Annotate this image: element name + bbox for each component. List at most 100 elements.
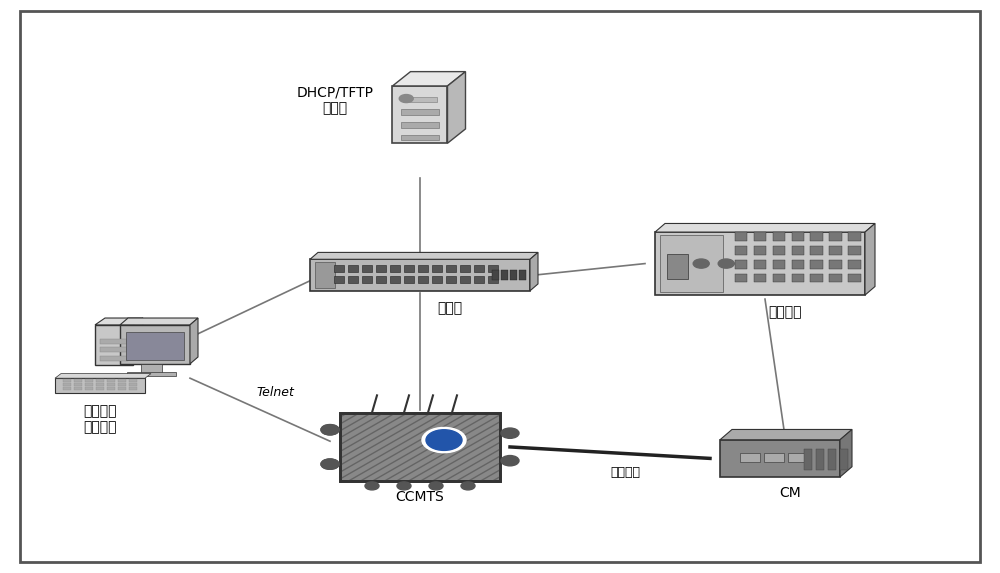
Polygon shape xyxy=(55,374,151,378)
Bar xyxy=(129,379,137,382)
Bar xyxy=(401,122,439,128)
Bar xyxy=(96,387,104,390)
Polygon shape xyxy=(865,223,875,295)
Circle shape xyxy=(321,459,339,469)
Circle shape xyxy=(365,482,379,490)
Bar xyxy=(519,270,526,280)
Bar xyxy=(100,339,128,344)
Bar xyxy=(754,260,766,269)
Bar xyxy=(74,379,82,382)
Bar xyxy=(773,232,785,241)
Bar xyxy=(85,383,93,386)
Circle shape xyxy=(321,425,339,435)
Bar xyxy=(848,260,861,269)
Circle shape xyxy=(397,482,411,490)
Bar xyxy=(655,232,865,295)
Bar xyxy=(362,265,372,272)
Text: 交换机: 交换机 xyxy=(437,301,463,315)
Bar xyxy=(334,265,344,272)
Bar xyxy=(120,325,190,364)
Bar xyxy=(848,274,861,282)
Bar xyxy=(432,265,442,272)
Bar xyxy=(848,246,861,255)
Bar xyxy=(118,379,126,382)
Bar xyxy=(810,246,823,255)
Circle shape xyxy=(461,482,475,490)
Bar xyxy=(418,276,428,283)
Polygon shape xyxy=(655,223,875,232)
Bar xyxy=(816,449,824,469)
Bar xyxy=(735,274,747,282)
Circle shape xyxy=(501,428,519,438)
Bar xyxy=(667,254,688,279)
Text: 自动化测
试服务器: 自动化测 试服务器 xyxy=(83,404,117,434)
Bar xyxy=(792,274,804,282)
Bar xyxy=(754,232,766,241)
Circle shape xyxy=(422,427,466,453)
Circle shape xyxy=(426,430,462,450)
Bar xyxy=(474,276,484,283)
Polygon shape xyxy=(530,252,538,291)
Bar xyxy=(460,276,470,283)
Bar xyxy=(792,260,804,269)
Bar xyxy=(310,259,530,291)
Bar xyxy=(96,379,104,382)
Bar xyxy=(810,232,823,241)
Bar xyxy=(735,260,747,269)
Text: CCMTS: CCMTS xyxy=(396,490,444,504)
Bar xyxy=(401,135,439,140)
Bar xyxy=(735,246,747,255)
Bar xyxy=(492,270,499,280)
Circle shape xyxy=(693,259,709,268)
Circle shape xyxy=(321,425,339,435)
Polygon shape xyxy=(448,72,466,143)
Bar xyxy=(63,387,71,390)
Polygon shape xyxy=(392,72,466,86)
Bar xyxy=(810,274,823,282)
Bar xyxy=(792,232,804,241)
Bar xyxy=(63,383,71,386)
Bar xyxy=(348,276,358,283)
Bar xyxy=(362,276,372,283)
Text: 同轴电缆: 同轴电缆 xyxy=(610,466,640,479)
Polygon shape xyxy=(720,430,852,440)
Bar xyxy=(829,260,842,269)
Bar xyxy=(74,387,82,390)
Bar xyxy=(129,387,137,390)
Bar xyxy=(773,274,785,282)
FancyBboxPatch shape xyxy=(95,325,133,365)
Bar xyxy=(488,276,498,283)
Bar xyxy=(460,265,470,272)
Bar xyxy=(792,246,804,255)
Bar xyxy=(510,270,517,280)
Polygon shape xyxy=(120,318,198,325)
Bar xyxy=(810,260,823,269)
Text: Telnet: Telnet xyxy=(256,386,294,399)
Bar xyxy=(96,383,104,386)
Circle shape xyxy=(718,259,734,268)
Bar xyxy=(501,270,508,280)
Bar xyxy=(107,387,115,390)
Bar xyxy=(773,260,785,269)
Text: DHCP/TFTP
服务器: DHCP/TFTP 服务器 xyxy=(296,85,373,115)
Bar xyxy=(141,364,162,374)
Polygon shape xyxy=(840,430,852,477)
Bar xyxy=(118,383,126,386)
Bar xyxy=(127,372,176,376)
Polygon shape xyxy=(95,318,143,325)
Bar xyxy=(376,276,386,283)
Bar xyxy=(788,453,808,462)
Bar xyxy=(432,276,442,283)
Bar xyxy=(446,276,456,283)
Bar xyxy=(85,379,93,382)
Text: 测试仪表: 测试仪表 xyxy=(768,305,802,319)
Text: CM: CM xyxy=(779,486,801,500)
Bar xyxy=(118,387,126,390)
Bar xyxy=(735,232,747,241)
Bar xyxy=(488,265,498,272)
Bar xyxy=(754,246,766,255)
Bar xyxy=(418,265,428,272)
Bar xyxy=(660,235,723,292)
Bar xyxy=(474,265,484,272)
Bar xyxy=(129,383,137,386)
